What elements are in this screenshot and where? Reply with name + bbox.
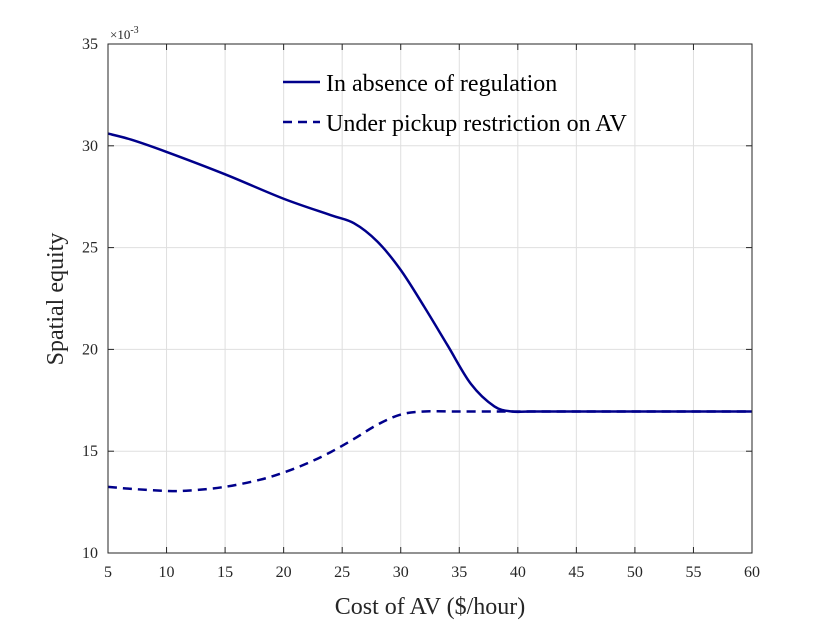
x-tick-label: 5 [104, 564, 112, 581]
legend: In absence of regulation Under pickup re… [283, 71, 628, 137]
y-scale-base: ×10 [110, 27, 130, 42]
x-tick-label: 55 [685, 564, 701, 581]
x-tick-label: 30 [393, 564, 409, 581]
x-tick-label: 35 [451, 564, 467, 581]
grid [108, 44, 752, 553]
x-axis-title: Cost of AV ($/hour) [335, 594, 525, 620]
series-line-absence [107, 132, 752, 414]
ticks: 5 10 15 20 25 30 35 40 45 50 55 60 10 15 20 25 30 35 [82, 36, 760, 581]
y-axis-title: Spatial equity [43, 233, 69, 366]
legend-label-restriction: Under pickup restriction on AV [326, 111, 628, 137]
y-scale-exponent: -3 [130, 25, 138, 36]
plot-frame [107, 43, 753, 554]
y-tick-label: 25 [82, 240, 98, 257]
x-tick-label: 15 [217, 564, 233, 581]
x-tick-label: 40 [510, 564, 526, 581]
x-tick-label: 10 [159, 564, 175, 581]
y-scale-label: ×10-3 [110, 25, 139, 42]
x-tick-label: 20 [276, 564, 292, 581]
x-tick-label: 25 [334, 564, 350, 581]
y-tick-label: 20 [82, 341, 98, 358]
y-tick-label: 10 [82, 545, 98, 562]
series-layer [107, 132, 752, 493]
x-tick-label: 60 [744, 564, 760, 581]
legend-label-absence: In absence of regulation [326, 71, 557, 97]
y-tick-label: 35 [82, 36, 98, 53]
y-tick-label: 30 [82, 138, 98, 155]
x-tick-label: 45 [568, 564, 584, 581]
y-tick-label: 15 [82, 443, 98, 460]
x-tick-label: 50 [627, 564, 643, 581]
